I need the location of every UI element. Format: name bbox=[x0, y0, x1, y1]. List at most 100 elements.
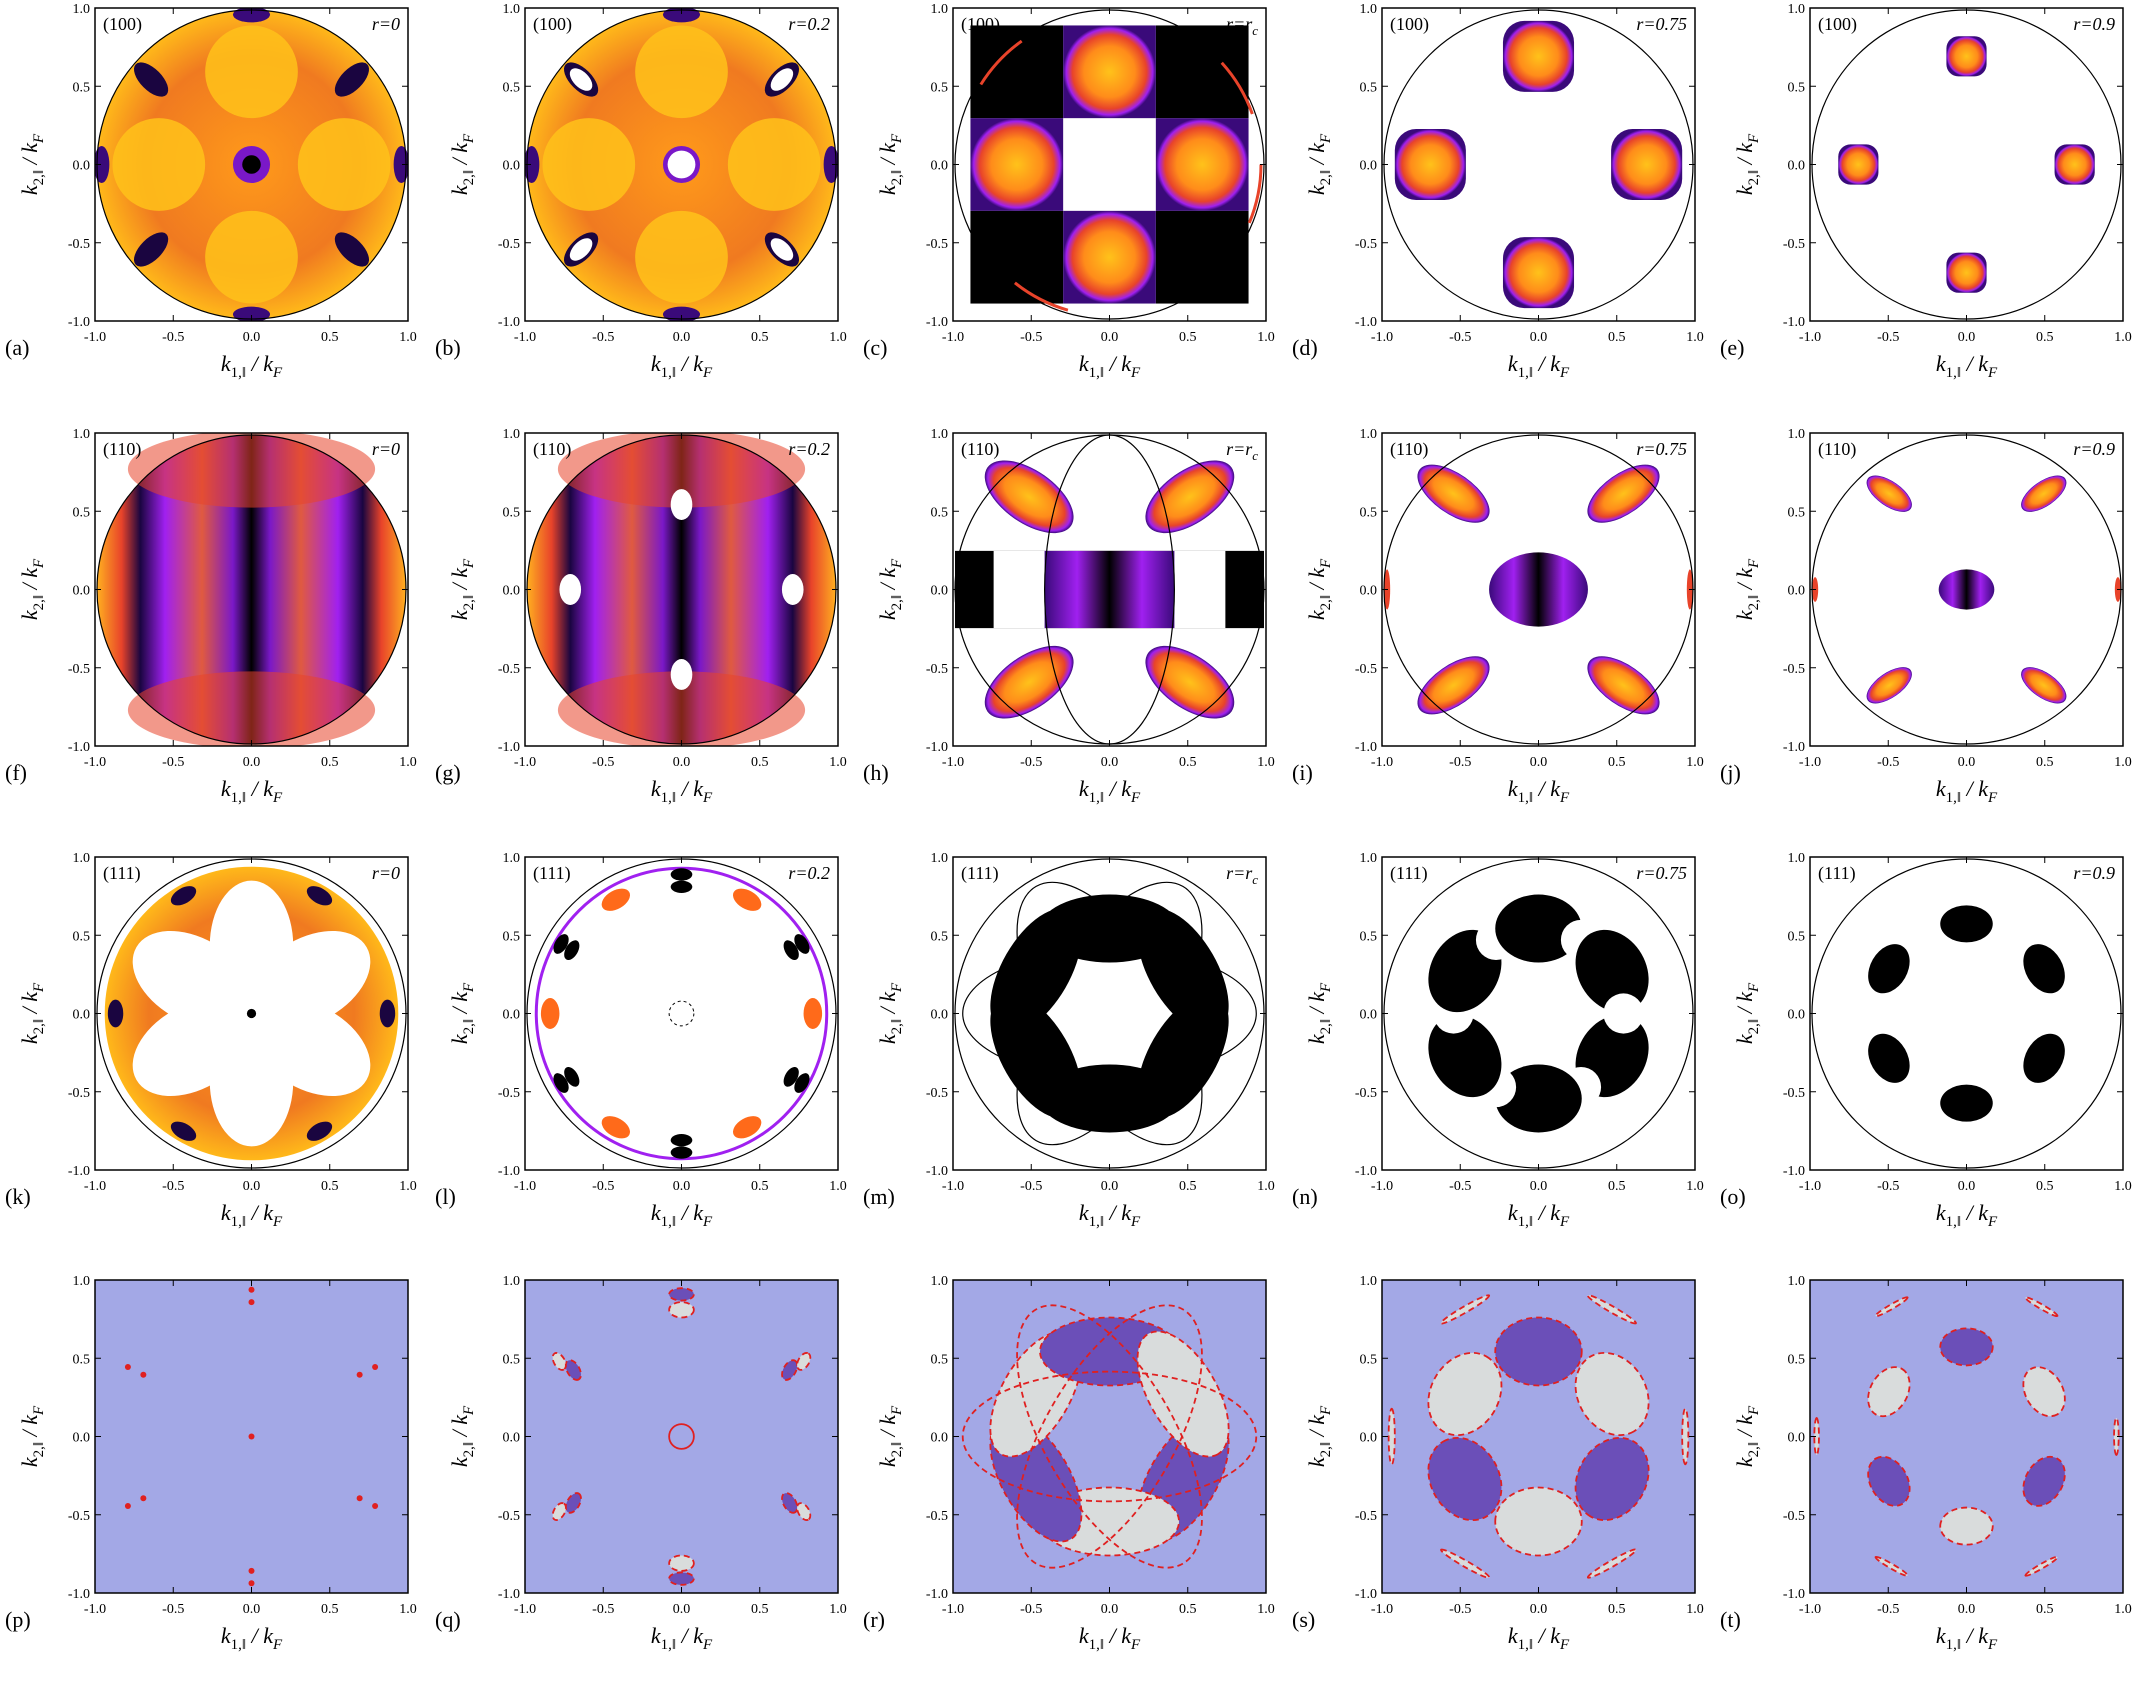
nodal-lobe bbox=[1495, 1064, 1582, 1133]
y-tick-label: -0.5 bbox=[68, 1509, 90, 1524]
r-label: r=rc bbox=[1226, 863, 1258, 887]
y-tick-label: 0.5 bbox=[1360, 505, 1378, 520]
x-tick-label: 1.0 bbox=[1686, 1602, 1704, 1617]
region bbox=[1574, 1351, 1650, 1437]
y-axis-label: k2,‖ / kF bbox=[1732, 982, 1762, 1044]
dark-node bbox=[670, 1146, 693, 1159]
hole bbox=[670, 659, 693, 690]
panel-grid: -1.0-1.0-0.5-0.50.00.00.50.51.01.0k1,‖ /… bbox=[5, 2, 2132, 1653]
nodal-lobe bbox=[1940, 905, 1993, 943]
lobe bbox=[1587, 656, 1660, 715]
panel-m: -1.0-1.0-0.5-0.50.00.00.50.51.01.0k1,‖ /… bbox=[863, 851, 1275, 1230]
y-label-sub: 2,‖ bbox=[461, 1442, 477, 1457]
y-label-den: / k bbox=[447, 142, 472, 170]
lobe-square bbox=[1063, 210, 1156, 304]
y-label-den: / k bbox=[1732, 1414, 1757, 1442]
x-label-sub: 1,‖ bbox=[1089, 1637, 1104, 1653]
r-label: r=0 bbox=[372, 439, 400, 459]
lobe bbox=[1502, 237, 1575, 309]
lobe bbox=[1417, 464, 1490, 523]
dark-node bbox=[553, 934, 569, 954]
y-tick-label: -0.5 bbox=[1783, 1086, 1805, 1101]
x-tick-label: -0.5 bbox=[162, 1179, 184, 1194]
y-axis-label: k2,‖ / kF bbox=[875, 558, 905, 620]
x-tick-label: -0.5 bbox=[592, 1602, 614, 1617]
x-label-sub: 1,‖ bbox=[1518, 1637, 1533, 1653]
r-label-main: r=0.75 bbox=[1636, 863, 1687, 883]
y-label-k: k bbox=[1732, 184, 1757, 195]
y-tick-label: -1.0 bbox=[926, 1164, 948, 1179]
x-tick-label: -1.0 bbox=[942, 755, 964, 770]
x-label-sub: 1,‖ bbox=[231, 365, 246, 381]
y-label-k: k bbox=[17, 184, 42, 195]
warm-band bbox=[557, 433, 806, 508]
y-tick-label: 0.5 bbox=[1360, 929, 1378, 944]
y-tick-label: -0.5 bbox=[1783, 662, 1805, 677]
y-tick-label: -0.5 bbox=[498, 1086, 520, 1101]
r-label-main: r=r bbox=[1226, 439, 1253, 459]
plot-area bbox=[95, 1280, 408, 1593]
panel-o: -1.0-1.0-0.5-0.50.00.00.50.51.01.0k1,‖ /… bbox=[1720, 851, 2132, 1230]
x-label-den: / k bbox=[1104, 1200, 1132, 1225]
x-label-den: / k bbox=[1104, 351, 1132, 376]
y-tick-label: 0.0 bbox=[931, 159, 949, 174]
x-axis-label: k1,‖ / kF bbox=[651, 776, 713, 806]
lobe-square bbox=[970, 118, 1064, 211]
orientation-label: (111) bbox=[1818, 863, 1856, 884]
lobe bbox=[1866, 475, 1912, 512]
y-label-sub: 2,‖ bbox=[889, 1019, 905, 1034]
dark-node bbox=[564, 1066, 580, 1087]
y-label-k: k bbox=[447, 609, 472, 620]
point bbox=[356, 1371, 363, 1378]
y-label-sub: 2,‖ bbox=[1746, 595, 1762, 610]
x-label-sub: 1,‖ bbox=[661, 1214, 676, 1230]
y-tick-label: 0.0 bbox=[1360, 584, 1378, 599]
panel-letter: (e) bbox=[1720, 335, 1744, 360]
x-label-den: / k bbox=[1104, 776, 1132, 801]
x-tick-label: -1.0 bbox=[1371, 1602, 1393, 1617]
center-dot bbox=[246, 1008, 257, 1019]
orientation-label: (110) bbox=[103, 439, 141, 460]
y-label-sub: 2,‖ bbox=[461, 595, 477, 610]
dark-node bbox=[794, 934, 810, 954]
x-tick-label: 0.0 bbox=[243, 1179, 261, 1194]
y-axis-label: k2,‖ / kF bbox=[447, 1405, 477, 1467]
y-label-den-sub: F bbox=[1746, 133, 1762, 144]
r-label: r=rc bbox=[1226, 14, 1258, 38]
x-label-den: / k bbox=[1961, 351, 1989, 376]
y-label-k: k bbox=[875, 1033, 900, 1044]
x-label-sub: 1,‖ bbox=[1946, 1214, 1961, 1230]
y-tick-label: 1.0 bbox=[1360, 851, 1378, 866]
y-label-k: k bbox=[17, 609, 42, 620]
y-tick-label: -0.5 bbox=[498, 237, 520, 252]
y-label-den-sub: F bbox=[461, 1405, 477, 1416]
x-tick-label: 1.0 bbox=[829, 1602, 847, 1617]
region bbox=[564, 1492, 582, 1514]
x-tick-label: -1.0 bbox=[514, 1602, 536, 1617]
y-tick-label: -1.0 bbox=[1783, 740, 1805, 755]
region bbox=[1867, 1455, 1911, 1507]
y-tick-label: -1.0 bbox=[926, 740, 948, 755]
y-label-den-sub: F bbox=[1746, 558, 1762, 569]
lobe bbox=[2054, 144, 2095, 185]
panel-p: -1.0-1.0-0.5-0.50.00.00.50.51.01.0k1,‖ /… bbox=[5, 1274, 417, 1653]
x-tick-label: 1.0 bbox=[2114, 330, 2132, 345]
orientation-label: (110) bbox=[1818, 439, 1856, 460]
x-tick-label: 0.5 bbox=[2036, 755, 2054, 770]
y-axis-label: k2,‖ / kF bbox=[447, 982, 477, 1044]
y-label-sub: 2,‖ bbox=[1318, 170, 1334, 185]
panel-c: -1.0-1.0-0.5-0.50.00.00.50.51.01.0k1,‖ /… bbox=[863, 2, 1275, 381]
x-tick-label: 0.0 bbox=[673, 755, 691, 770]
x-label-den-sub: F bbox=[272, 365, 283, 381]
x-tick-label: -0.5 bbox=[1449, 330, 1471, 345]
x-label-sub: 1,‖ bbox=[1946, 790, 1961, 806]
panel-letter: (s) bbox=[1292, 1607, 1315, 1632]
y-tick-label: -0.5 bbox=[1355, 662, 1377, 677]
background-disk bbox=[1812, 10, 2121, 319]
y-axis-label: k2,‖ / kF bbox=[1304, 133, 1334, 195]
x-tick-label: 1.0 bbox=[399, 1179, 417, 1194]
nodal-lobe bbox=[1575, 929, 1649, 1013]
intensity-disk bbox=[527, 435, 836, 744]
region bbox=[668, 1554, 695, 1572]
plot-area bbox=[1383, 858, 1694, 1169]
